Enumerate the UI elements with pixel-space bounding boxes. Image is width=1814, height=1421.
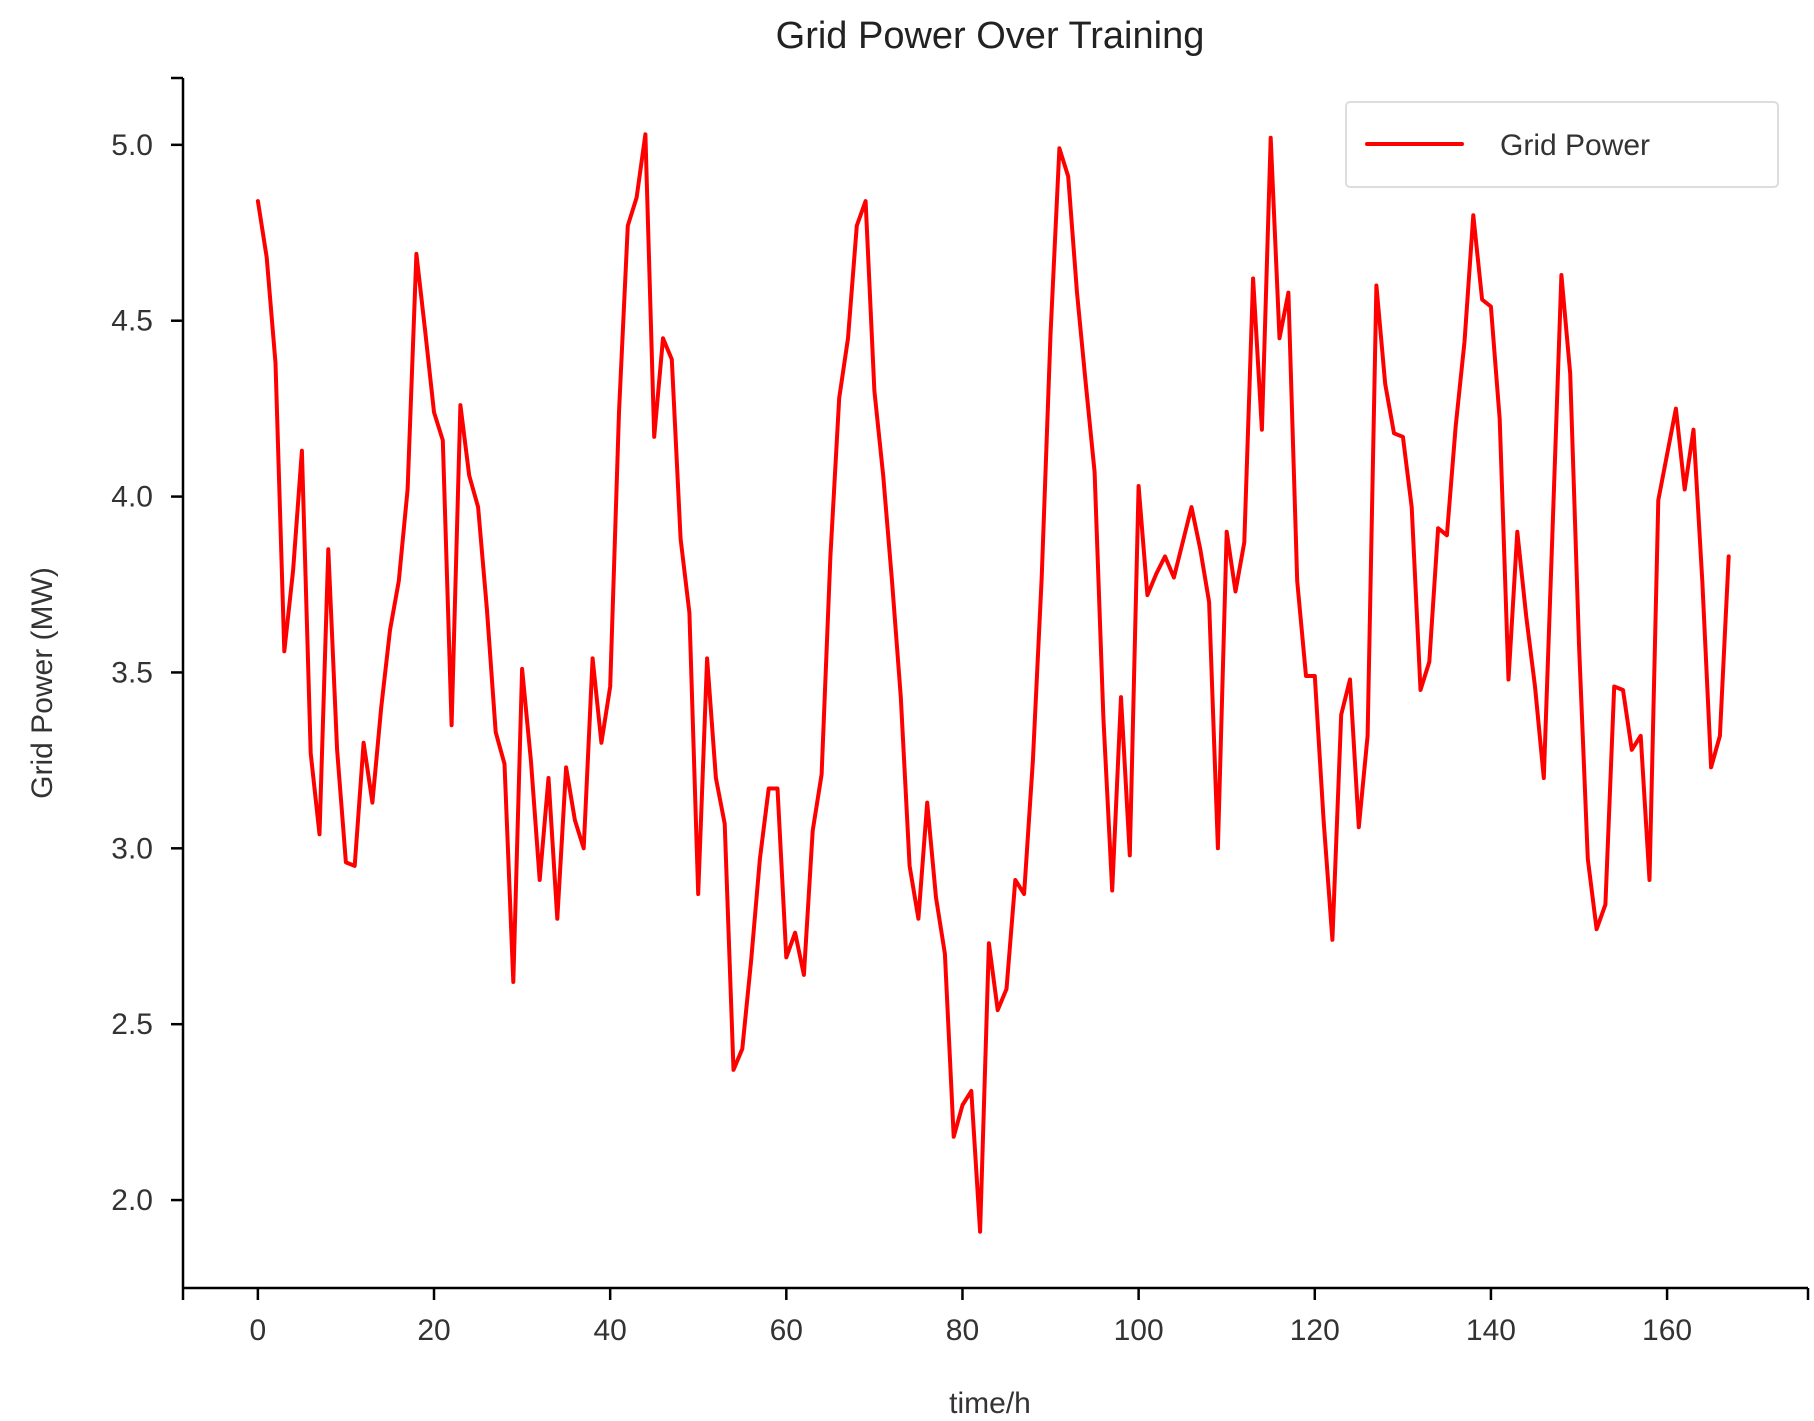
x-axis-ticks: 0 20 40 60 80 100 120 140 160 xyxy=(181,1288,1810,1347)
series-group xyxy=(255,132,1731,1234)
y-tick-label: 5.0 xyxy=(111,129,153,162)
chart-title: Grid Power Over Training xyxy=(776,15,1205,57)
legend-label: Grid Power xyxy=(1500,129,1650,162)
y-tick-label: 3.0 xyxy=(111,832,153,865)
x-tick-label: 100 xyxy=(1114,1314,1164,1347)
x-tick-label: 140 xyxy=(1466,1314,1516,1347)
series-line-grid-power xyxy=(255,132,1731,1234)
x-tick-label: 40 xyxy=(593,1314,626,1347)
x-axis-title: time/h xyxy=(949,1387,1031,1420)
y-tick-label: 4.0 xyxy=(111,481,153,514)
y-tick-label: 4.5 xyxy=(111,305,153,338)
x-tick-label: 80 xyxy=(946,1314,979,1347)
legend-box xyxy=(1345,101,1779,188)
x-tick-label: 60 xyxy=(770,1314,803,1347)
y-axis-ticks: 2.0 2.5 3.0 3.5 4.0 4.5 5.0 xyxy=(111,76,183,1217)
x-tick-label: 20 xyxy=(417,1314,450,1347)
x-tick-label: 0 xyxy=(250,1314,267,1347)
y-tick-label: 2.5 xyxy=(111,1008,153,1041)
y-tick-label: 2.0 xyxy=(111,1184,153,1217)
legend: Grid Power xyxy=(1345,101,1779,188)
y-axis-title: Grid Power (MW) xyxy=(26,567,59,799)
x-tick-label: 120 xyxy=(1290,1314,1340,1347)
y-tick-label: 3.5 xyxy=(111,656,153,689)
x-tick-label: 160 xyxy=(1642,1314,1692,1347)
